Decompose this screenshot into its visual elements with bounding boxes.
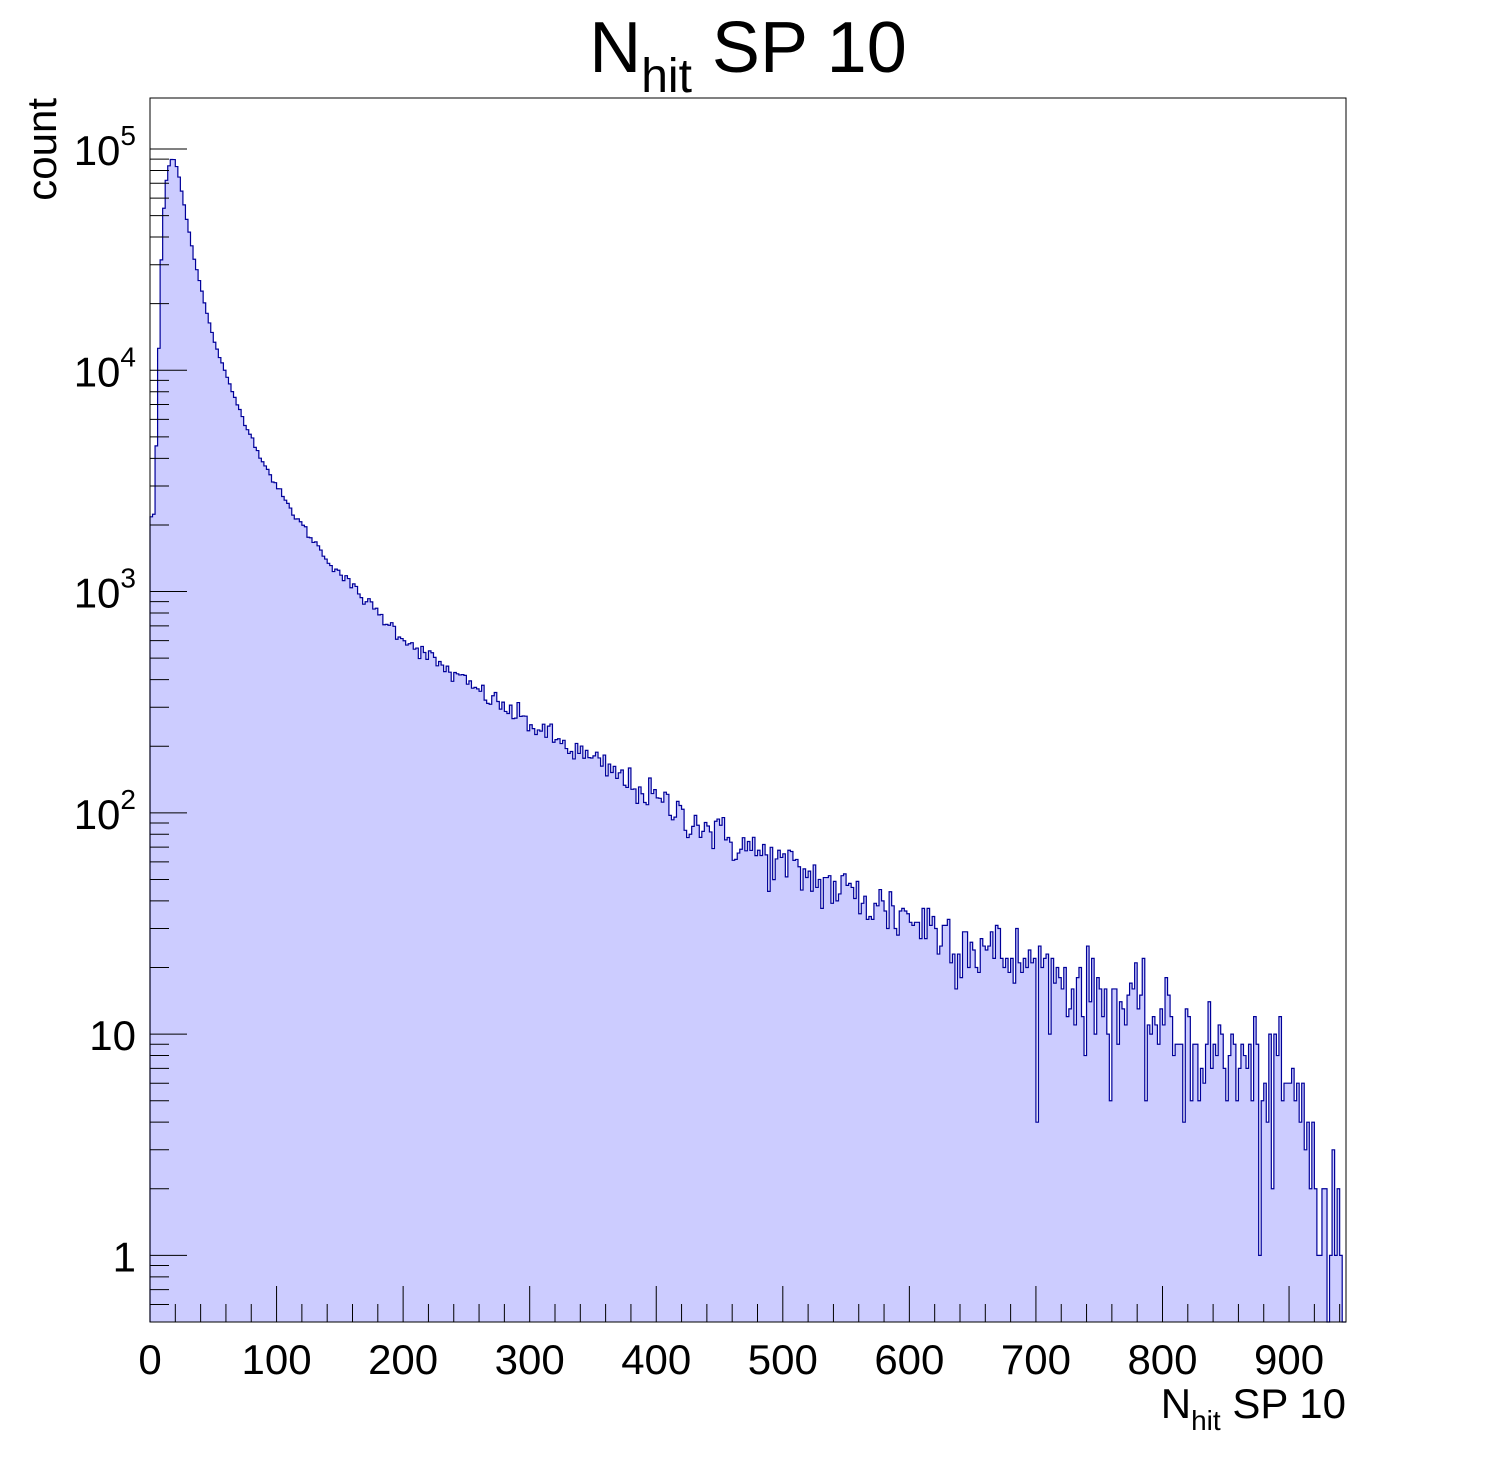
x-tick-label: 0 (138, 1336, 161, 1383)
y-tick-label: 1 (113, 1233, 136, 1280)
y-tick-label-exponent: 2 (120, 784, 136, 815)
y-tick-label: 103 (74, 563, 136, 617)
chart-title-main: N (589, 8, 641, 88)
y-tick-label-exponent: 3 (120, 563, 136, 594)
y-tick-label-exponent: 5 (120, 120, 136, 151)
y-tick-label-exponent: 4 (120, 341, 136, 372)
x-tick-label: 300 (495, 1336, 565, 1383)
x-tick-label: 400 (621, 1336, 691, 1383)
x-axis-label-sub: hit (1191, 1405, 1221, 1436)
x-tick-label: 700 (1001, 1336, 1071, 1383)
y-tick-label: 10 (89, 1012, 136, 1059)
x-tick-label: 600 (874, 1336, 944, 1383)
y-axis-label: count (18, 98, 65, 201)
y-tick-label-base: 10 (74, 791, 121, 838)
y-tick-label-base: 10 (74, 348, 121, 395)
x-tick-label: 900 (1254, 1336, 1324, 1383)
y-tick-label-base: 10 (74, 570, 121, 617)
histogram-outline (149, 158, 1346, 1323)
y-tick-label-base: 10 (74, 127, 121, 174)
y-tick-label-base: 1 (113, 1233, 136, 1280)
x-tick-label: 500 (748, 1336, 818, 1383)
x-axis: 0 100 200 300 400 500 600 700 800 900 (138, 1286, 1341, 1383)
chart-title: Nhit SP 10 (589, 8, 907, 103)
x-tick-label: 200 (368, 1336, 438, 1383)
chart-title-rest: SP 10 (692, 8, 907, 88)
histogram-layer (149, 158, 1346, 1323)
x-tick-label: 800 (1127, 1336, 1197, 1383)
x-axis-label-main: N (1161, 1380, 1191, 1427)
y-tick-label: 104 (74, 341, 136, 395)
y-tick-label: 102 (74, 784, 136, 838)
y-tick-label: 105 (74, 120, 136, 174)
plot-frame (149, 97, 1347, 1323)
histogram-fill (150, 159, 1346, 1322)
x-axis-label: Nhit SP 10 (1161, 1380, 1346, 1436)
chart-title-sub: hit (641, 50, 692, 103)
x-tick-label: 100 (242, 1336, 312, 1383)
y-tick-label-base: 10 (89, 1012, 136, 1059)
x-axis-label-rest: SP 10 (1221, 1380, 1346, 1427)
